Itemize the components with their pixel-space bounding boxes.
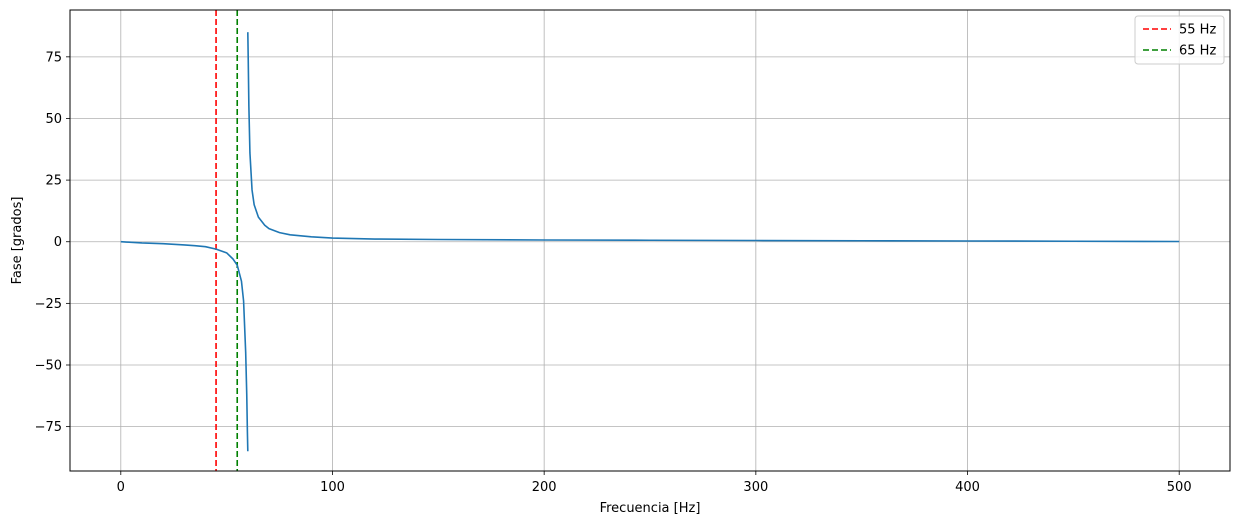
legend: 55 Hz 65 Hz [1134,15,1225,65]
x-tick-label: 200 [532,480,557,495]
x-tick-label: 400 [955,480,980,495]
x-tick-label: 500 [1167,480,1192,495]
y-tick-label: 75 [45,50,62,65]
plot-frame [69,9,1231,472]
x-axis-ticks: 0 100 200 300 400 500 [117,471,1192,495]
y-axis-ticks: −75 −50 −25 0 25 50 75 [35,50,70,435]
y-axis-label: Fase [grados] [10,197,25,285]
legend-label: 55 Hz [1179,23,1216,38]
x-axis-label: Frecuencia [Hz] [600,501,701,516]
legend-label: 65 Hz [1179,44,1216,59]
y-tick-label: 0 [54,235,62,250]
x-tick-label: 300 [743,480,768,495]
y-tick-label: −50 [35,358,62,373]
y-tick-label: 25 [45,174,62,189]
series-line [120,32,1180,452]
x-tick-label: 100 [320,480,345,495]
y-tick-label: −25 [35,297,62,312]
series-lines [120,32,1180,452]
x-tick-label: 0 [117,480,125,495]
reference-lines [215,10,239,471]
y-tick-label: 50 [45,112,62,127]
legend-box [1134,15,1225,65]
y-tick-label: −75 [35,420,62,435]
